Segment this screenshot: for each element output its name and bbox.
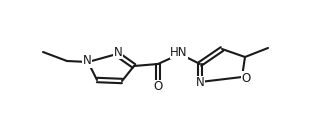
Text: O: O bbox=[153, 80, 163, 93]
Text: N: N bbox=[196, 77, 204, 90]
Text: O: O bbox=[241, 72, 250, 84]
Text: N: N bbox=[82, 55, 91, 67]
Text: N: N bbox=[114, 46, 122, 59]
Text: HN: HN bbox=[170, 46, 188, 59]
